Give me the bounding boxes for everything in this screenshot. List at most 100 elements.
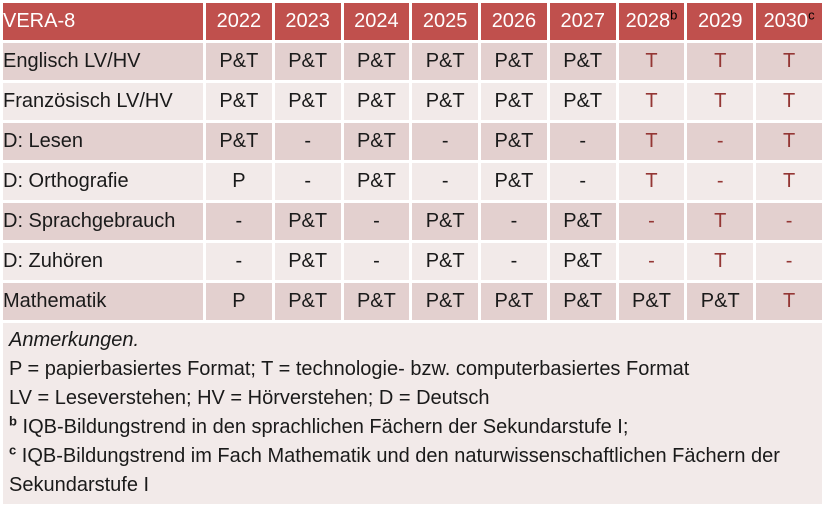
column-header-2025: 2025 [412, 3, 479, 40]
value-cell: P&T [343, 43, 410, 80]
value-cell: P&T [274, 283, 341, 320]
column-header-2028: 2028b [618, 3, 685, 40]
value-cell: P&T [687, 283, 754, 320]
value-cell: P&T [412, 203, 479, 240]
value-cell: P&T [343, 83, 410, 120]
note-line: c IQB-Bildungstrend im Fach Mathematik u… [9, 442, 780, 496]
value-cell: P&T [549, 283, 616, 320]
value-cell: P&T [412, 243, 479, 280]
table-title-cell: VERA-8 [3, 3, 203, 40]
value-cell: - [481, 203, 547, 240]
footnote-marker-c: c [808, 7, 815, 23]
footnote-marker-c: c [9, 442, 17, 458]
row-label: Englisch LV/HV [3, 43, 203, 80]
table-body: Englisch LV/HV P&T P&T P&T P&T P&T P&T T T T Franz… [3, 43, 822, 320]
value-cell: T [756, 163, 822, 200]
value-cell: - [618, 203, 685, 240]
notes-section: Anmerkungen. P = papierbasiertes Format;… [3, 323, 822, 504]
value-cell: - [274, 163, 341, 200]
value-cell: - [756, 203, 822, 240]
value-cell: T [687, 83, 754, 120]
value-cell: P&T [274, 243, 341, 280]
value-cell: T [687, 203, 754, 240]
value-cell: P&T [343, 283, 410, 320]
footnote-marker-b: b [670, 7, 678, 23]
table-row: Englisch LV/HV P&T P&T P&T P&T P&T P&T T T T [3, 43, 822, 80]
table-row: D: Sprachgebrauch - P&T - P&T - P&T - T - [3, 203, 822, 240]
value-cell: - [206, 203, 272, 240]
value-cell: - [549, 163, 616, 200]
value-cell: P&T [412, 83, 479, 120]
value-cell: P&T [481, 163, 547, 200]
table-row: D: Orthografie P - P&T - P&T - T - T [3, 163, 822, 200]
value-cell: P&T [274, 43, 341, 80]
value-cell: T [618, 163, 685, 200]
value-cell: P&T [549, 203, 616, 240]
value-cell: P [206, 283, 272, 320]
value-cell: - [206, 243, 272, 280]
value-cell: - [343, 203, 410, 240]
column-header-2030: 2030c [756, 3, 822, 40]
value-cell: P&T [412, 283, 479, 320]
value-cell: - [756, 243, 822, 280]
value-cell: P&T [343, 123, 410, 160]
value-cell: T [756, 43, 822, 80]
value-cell: P [206, 163, 272, 200]
value-cell: P&T [412, 43, 479, 80]
value-cell: - [343, 243, 410, 280]
value-cell: T [756, 83, 822, 120]
row-label: Mathematik [3, 283, 203, 320]
value-cell: - [687, 163, 754, 200]
note-line: LV = Leseverstehen; HV = Hörverstehen; D… [9, 387, 490, 409]
table-header: VERA-8 2022 2023 2024 2025 2026 2027 2028b 2029… [3, 3, 822, 40]
table-row: D: Zuhören - P&T - P&T - P&T - T - [3, 243, 822, 280]
column-header-2022: 2022 [206, 3, 272, 40]
table-row: Mathematik P P&T P&T P&T P&T P&T P&T P&T T [3, 283, 822, 320]
value-cell: T [618, 43, 685, 80]
table-row: D: Lesen P&T - P&T - P&T - T - T [3, 123, 822, 160]
value-cell: - [618, 243, 685, 280]
value-cell: T [618, 123, 685, 160]
value-cell: P&T [274, 203, 341, 240]
value-cell: - [549, 123, 616, 160]
value-cell: P&T [481, 83, 547, 120]
value-cell: T [618, 83, 685, 120]
value-cell: - [274, 123, 341, 160]
value-cell: T [756, 283, 822, 320]
vera8-format-table: VERA-8 2022 2023 2024 2025 2026 2027 2028b 2029… [3, 3, 822, 320]
column-header-2024: 2024 [343, 3, 410, 40]
row-label: D: Orthografie [3, 163, 203, 200]
row-label: D: Sprachgebrauch [3, 203, 203, 240]
value-cell: P&T [206, 43, 272, 80]
value-cell: P&T [343, 163, 410, 200]
value-cell: - [481, 243, 547, 280]
value-cell: P&T [481, 43, 547, 80]
value-cell: P&T [549, 43, 616, 80]
column-header-2026: 2026 [481, 3, 547, 40]
value-cell: P&T [549, 243, 616, 280]
value-cell: - [687, 123, 754, 160]
value-cell: T [687, 43, 754, 80]
value-cell: P&T [481, 123, 547, 160]
value-cell: P&T [549, 83, 616, 120]
notes-title: Anmerkungen. [9, 329, 140, 351]
footnote-marker-b: b [9, 413, 17, 429]
value-cell: P&T [618, 283, 685, 320]
value-cell: P&T [481, 283, 547, 320]
note-line: P = papierbasiertes Format; T = technolo… [9, 358, 690, 380]
column-header-2029: 2029 [687, 3, 754, 40]
value-cell: T [756, 123, 822, 160]
table-row: Französisch LV/HV P&T P&T P&T P&T P&T P&T T T T [3, 83, 822, 120]
note-line: b IQB-Bildungstrend in den sprachlichen … [9, 413, 629, 438]
row-label: D: Zuhören [3, 243, 203, 280]
value-cell: P&T [206, 83, 272, 120]
row-label: Französisch LV/HV [3, 83, 203, 120]
value-cell: P&T [206, 123, 272, 160]
notes-lines: P = papierbasiertes Format; T = technolo… [9, 355, 814, 500]
column-header-2027: 2027 [549, 3, 616, 40]
column-header-2023: 2023 [274, 3, 341, 40]
table-header-row: VERA-8 2022 2023 2024 2025 2026 2027 2028b 2029… [3, 3, 822, 40]
row-label: D: Lesen [3, 123, 203, 160]
value-cell: - [412, 163, 479, 200]
